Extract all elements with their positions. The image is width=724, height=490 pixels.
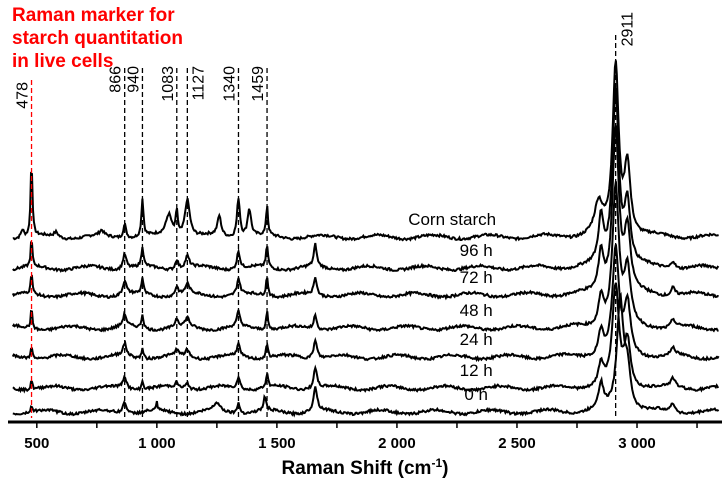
spectrum-line: [12, 87, 720, 273]
peak-label: 478: [15, 82, 32, 109]
spectrum-line: [12, 282, 720, 394]
peak-label: 1083: [160, 66, 177, 102]
peak-label: 866: [108, 66, 125, 93]
peak-label: 1340: [221, 66, 238, 102]
x-axis-title-end: ): [442, 458, 448, 479]
x-axis-title-superscript: -1: [431, 456, 442, 470]
peak-label: 940: [125, 66, 142, 93]
peak-label: 1459: [250, 66, 267, 102]
x-axis-title: Raman Shift (cm-1): [282, 456, 449, 479]
spectrum-line: [12, 291, 720, 418]
spectrum-line: [12, 60, 720, 242]
series-label: 0 h: [464, 385, 488, 404]
peak-label: 1127: [190, 66, 207, 101]
series-label: Corn starch: [408, 210, 496, 229]
x-tick-label: 2 000: [378, 435, 416, 452]
spectrum-line: [11, 181, 719, 333]
series-label: 48 h: [460, 301, 493, 320]
series-label: 72 h: [460, 268, 493, 287]
x-tick-label: 500: [24, 435, 49, 452]
spectrum-line: [11, 125, 720, 301]
x-tick-label: 1 000: [138, 435, 176, 452]
series-label: 24 h: [460, 330, 493, 349]
x-tick-label: 3 000: [618, 435, 656, 452]
x-tick-label: 1 500: [258, 435, 296, 452]
chart-title: Raman marker for starch quantitation in …: [12, 5, 184, 72]
spectrum-line: [11, 244, 720, 363]
series-label: 12 h: [460, 361, 493, 380]
x-axis-title-text: Raman Shift (cm: [282, 458, 432, 479]
x-tick-label: 2 500: [498, 435, 536, 452]
peak-label: 2911: [620, 12, 637, 47]
series-label: 96 h: [460, 241, 493, 260]
